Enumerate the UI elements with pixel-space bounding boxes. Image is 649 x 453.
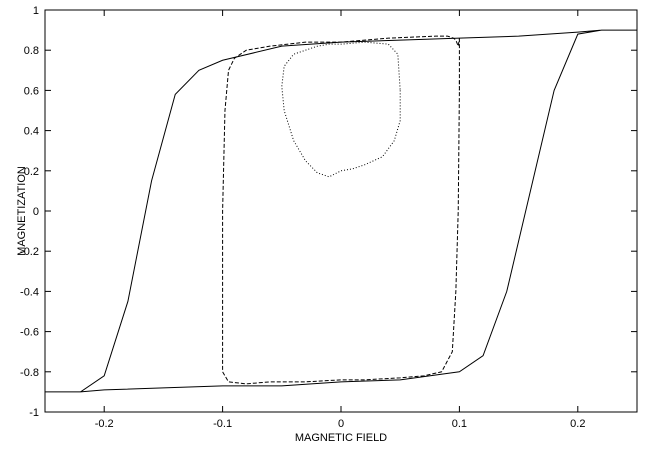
y-tick-label: 1 <box>33 5 39 17</box>
y-tick-label: -0.6 <box>20 327 39 339</box>
x-tick-label: -0.2 <box>95 418 114 430</box>
x-tick-label: 0 <box>338 418 344 430</box>
series-line-2 <box>222 35 460 385</box>
y-axis-title: MAGNETIZATION <box>16 166 28 256</box>
plot-series <box>45 29 637 393</box>
x-tick-label: 0.2 <box>570 418 585 430</box>
x-axis-title: MAGNETIC FIELD <box>295 432 387 444</box>
plot-frame <box>44 9 638 413</box>
y-tick-label: -1 <box>29 407 39 419</box>
y-tick-label: 0.8 <box>24 45 39 57</box>
y-tick-label: 0.6 <box>24 85 39 97</box>
x-tick-label: 0.1 <box>452 418 467 430</box>
y-tick-label: -0.2 <box>20 246 39 258</box>
x-axis: -0.2 -0.1 0 0.1 0.2 <box>95 10 585 430</box>
y-axis: -1 -0.8 -0.6 -0.4 -0.2 0 0.2 0.4 0.6 0.8 1 <box>20 5 637 419</box>
x-tick-label: -0.1 <box>213 418 232 430</box>
series-line-3 <box>281 41 401 178</box>
y-tick-label: -0.4 <box>20 286 39 298</box>
y-tick-label: 0.4 <box>24 126 39 138</box>
y-tick-label: -0.8 <box>20 367 39 379</box>
y-tick-label: 0.2 <box>24 166 39 178</box>
y-tick-label: 0 <box>33 206 39 218</box>
series-line-1 <box>45 29 637 393</box>
